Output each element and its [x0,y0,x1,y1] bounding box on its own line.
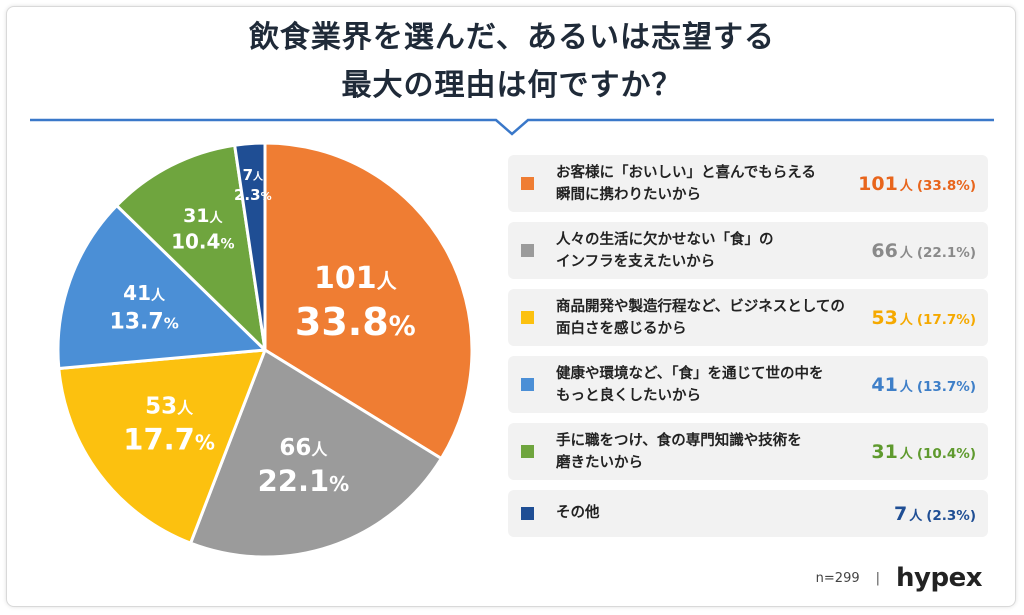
chart-title: 飲食業界を選んだ、あるいは志望する 最大の理由は何ですか？ [0,14,1024,110]
legend-item: その他 7 人 (2.3%) [508,490,988,537]
legend-label: 商品開発や製造行程など、ビジネスとしての 面白さを感じるから [556,296,856,340]
legend-item: 健康や環境など、「食」を通じて世の中を もっと良くしたいから 41 人 (13.7%… [508,356,988,413]
legend-item: 手に職をつけ、食の専門知識や技術を 磨きたいから 31 人 (10.4%) [508,423,988,480]
legend-percent: (13.7%) [916,379,976,395]
legend-percent: (22.1%) [916,245,976,261]
legend-item: 人々の生活に欠かせない「食」の インフラを支えたいから 66 人 (22.1%) [508,222,988,279]
slice-count-label: 41人 [123,281,166,305]
legend-label-line-1: 手に職をつけ、食の専門知識や技術を [556,433,802,449]
legend-label: その他 [556,502,856,524]
legend: お客様に「おいしい」と喜んでもらえる 瞬間に携わりたいから 101 人 (33.8%… [508,155,988,547]
legend-marker [521,507,534,520]
slice-count-label: 31人 [183,205,223,227]
legend-unit: 人 [909,509,923,524]
sample-size: n=299 [815,570,860,586]
legend-marker [521,177,534,190]
legend-marker [521,378,534,391]
legend-count: 41 [871,374,898,396]
title-divider [30,118,994,136]
legend-unit: 人 [899,246,913,261]
pie-slice [57,348,267,545]
legend-unit: 人 [899,380,913,395]
legend-unit: 人 [899,179,913,194]
legend-value: 7 人 (2.3%) [894,502,976,529]
legend-count: 7 [893,503,908,525]
legend-label-line-1: お客様に「おいしい」と喜んでもらえる [556,165,816,181]
legend-item: 商品開発や製造行程など、ビジネスとしての 面白さを感じるから 53 人 (17.7%… [508,289,988,346]
legend-value: 31 人 (10.4%) [871,440,976,467]
legend-label-line-1: 商品開発や製造行程など、ビジネスとしての [556,299,845,315]
legend-label-line-1: 健康や環境など、「食」を通じて世の中を [556,366,824,382]
slice-percent-label: 2.3% [234,186,272,204]
legend-label: 手に職をつけ、食の専門知識や技術を 磨きたいから [556,430,856,474]
legend-marker [521,445,534,458]
legend-count: 31 [871,441,898,463]
legend-unit: 人 [899,447,913,462]
slice-percent-label: 13.7% [109,310,178,335]
legend-label-line-2: 磨きたいから [556,455,643,471]
legend-item: お客様に「おいしい」と喜んでもらえる 瞬間に携わりたいから 101 人 (33.8%… [508,155,988,212]
legend-label-line-2: 面白さを感じるから [556,321,687,337]
footer: n=299 | hypex [815,563,983,593]
legend-value: 53 人 (17.7%) [871,306,976,333]
legend-label-line-2: 瞬間に携わりたいから [556,187,701,203]
slice-count-label: 53人 [145,393,194,419]
pie-slice [263,141,474,460]
legend-marker [521,311,534,324]
legend-value: 101 人 (33.8%) [858,172,976,199]
hypex-logo: hypex [896,563,982,593]
legend-count: 101 [858,173,898,195]
legend-marker [521,244,534,257]
slice-percent-label: 22.1% [258,464,350,498]
legend-percent: (2.3%) [926,508,976,524]
legend-label-line-2: もっと良くしたいから [556,388,701,404]
legend-value: 66 人 (22.1%) [871,239,976,266]
title-line-2: 最大の理由は何ですか？ [341,68,683,103]
legend-value: 41 人 (13.7%) [871,373,976,400]
legend-label-line-2: インフラを支えたいから [556,254,716,270]
legend-label: 人々の生活に欠かせない「食」の インフラを支えたいから [556,229,856,273]
pie-slice [189,348,443,559]
pie-chart: 101人 33.8% 66人 22.1% 53人 17.7% 41人 13.7% 31人10.4… [56,141,474,559]
legend-label-line-1: 人々の生活に欠かせない「食」の [556,232,774,248]
legend-percent: (10.4%) [916,446,976,462]
slice-percent-label: 17.7% [123,422,215,456]
pie-slice [115,143,267,352]
legend-count: 53 [871,307,898,329]
slice-percent-label: 33.8% [295,300,416,344]
pie-slice [56,204,267,370]
slice-count-label: 101人 [314,261,398,296]
legend-percent: (33.8%) [916,178,976,194]
slice-percent-label: 10.4% [171,229,234,253]
footer-separator: | [875,570,881,586]
legend-count: 66 [871,240,898,262]
pie-slice [233,141,267,352]
legend-unit: 人 [899,313,913,328]
legend-label-line-1: その他 [556,505,600,521]
legend-label: 健康や環境など、「食」を通じて世の中を もっと良くしたいから [556,363,856,407]
slice-count-label: 7人 [243,166,264,184]
legend-percent: (17.7%) [916,312,976,328]
legend-label: お客様に「おいしい」と喜んでもらえる 瞬間に携わりたいから [556,162,856,206]
slice-count-label: 66人 [279,435,328,461]
title-line-1: 飲食業界を選んだ、あるいは志望する [248,20,776,55]
